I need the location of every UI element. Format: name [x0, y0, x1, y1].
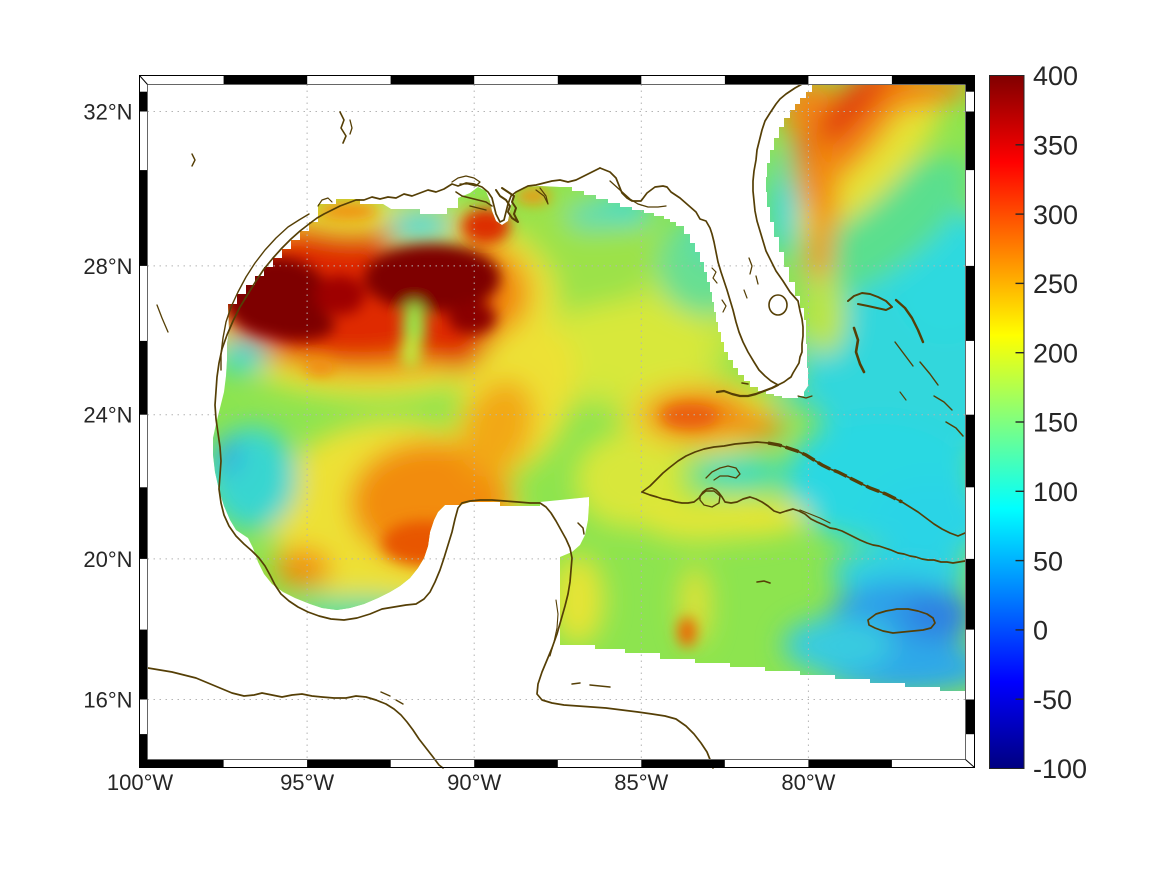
svg-text:85°W: 85°W	[614, 770, 668, 795]
svg-text:20°N: 20°N	[83, 547, 132, 572]
svg-text:0: 0	[1033, 616, 1048, 646]
svg-text:32°N: 32°N	[83, 100, 132, 125]
svg-text:80°W: 80°W	[781, 770, 835, 795]
svg-text:-100: -100	[1033, 754, 1087, 784]
svg-text:100°W: 100°W	[107, 770, 174, 795]
svg-text:300: 300	[1033, 200, 1078, 230]
svg-text:350: 350	[1033, 131, 1078, 161]
svg-text:150: 150	[1033, 408, 1078, 438]
svg-text:400: 400	[1033, 61, 1078, 91]
svg-text:95°W: 95°W	[280, 770, 334, 795]
svg-text:24°N: 24°N	[83, 403, 132, 428]
svg-text:28°N: 28°N	[83, 254, 132, 279]
svg-text:-50: -50	[1033, 685, 1072, 715]
svg-text:200: 200	[1033, 338, 1078, 368]
svg-text:16°N: 16°N	[83, 688, 132, 713]
svg-text:100: 100	[1033, 477, 1078, 507]
svg-text:90°W: 90°W	[447, 770, 501, 795]
svg-text:250: 250	[1033, 269, 1078, 299]
svg-text:50: 50	[1033, 546, 1063, 576]
